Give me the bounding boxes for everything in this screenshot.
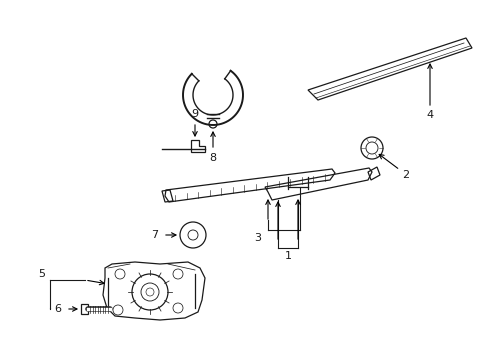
Text: 6: 6 <box>54 304 61 314</box>
Text: 5: 5 <box>39 269 45 279</box>
Text: 8: 8 <box>209 153 216 163</box>
Text: 4: 4 <box>426 110 433 120</box>
Text: 9: 9 <box>191 109 198 119</box>
Text: 2: 2 <box>402 170 409 180</box>
Text: 1: 1 <box>284 251 291 261</box>
Text: 7: 7 <box>151 230 158 240</box>
Text: 3: 3 <box>254 233 261 243</box>
